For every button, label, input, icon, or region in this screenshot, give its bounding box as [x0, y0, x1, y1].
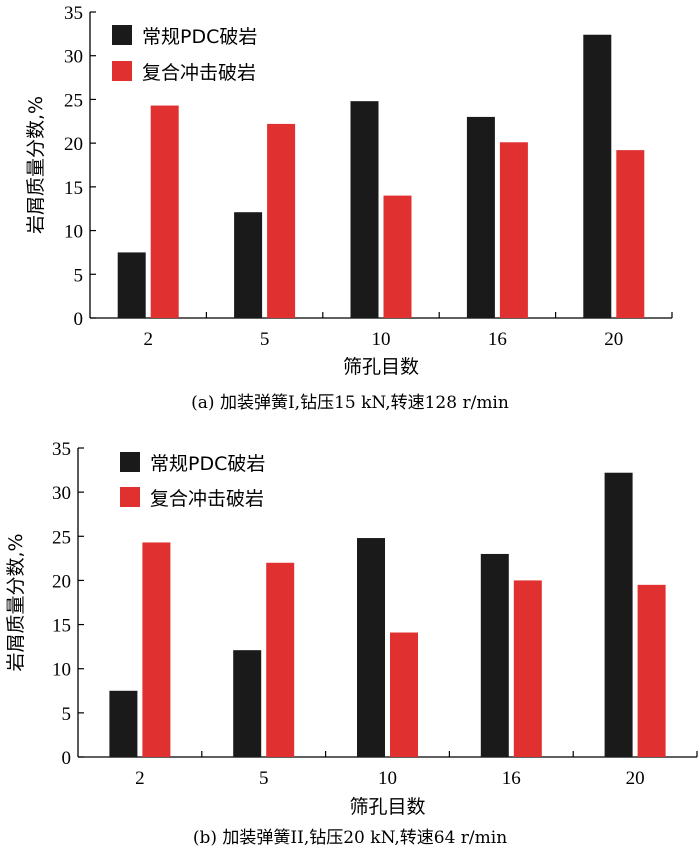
y-tick-label: 20 [52, 571, 71, 592]
x-axis-label: 筛孔目数 [343, 356, 419, 378]
bar-composite-16 [499, 142, 528, 318]
bar-composite-2 [142, 542, 171, 757]
bar-composite-20 [637, 584, 666, 757]
y-tick-label: 5 [74, 265, 84, 286]
bar-composite-20 [616, 150, 645, 318]
y-tick-label: 10 [52, 660, 71, 681]
legend-label: 常规PDC破岩 [150, 453, 265, 475]
bar-composite-5 [266, 562, 295, 757]
y-tick-label: 25 [64, 90, 83, 111]
bar-composite-10 [383, 195, 412, 318]
y-axis-label: 岩屑质量分数,% [25, 96, 47, 234]
bar-composite-5 [267, 123, 296, 318]
y-tick-label: 15 [64, 178, 83, 199]
legend-swatch-composite [120, 487, 140, 507]
bar-pdc-20 [604, 472, 633, 757]
y-tick-label: 35 [64, 3, 83, 24]
x-tick-label: 2 [143, 329, 153, 350]
legend-label: 复合冲击破岩 [150, 488, 264, 510]
bar-pdc-16 [480, 553, 509, 757]
y-tick-label: 20 [64, 134, 83, 155]
bar-pdc-5 [234, 212, 263, 318]
y-axis-label: 岩屑质量分数,% [5, 533, 27, 671]
x-tick-label: 20 [604, 329, 623, 350]
bar-pdc-2 [109, 690, 138, 757]
x-tick-label: 2 [135, 768, 145, 789]
figure-caption: (b) 加装弹簧II,钻压20 kN,转速64 r/min [193, 828, 507, 848]
x-tick-label: 5 [260, 329, 270, 350]
y-tick-label: 0 [62, 748, 72, 769]
bar-pdc-20 [583, 34, 612, 318]
y-tick-label: 15 [52, 616, 71, 637]
bar-composite-10 [390, 632, 418, 757]
legend-swatch-pdc [112, 25, 132, 45]
x-tick-label: 10 [378, 768, 397, 789]
figure-caption: (a) 加装弹簧I,钻压15 kN,转速128 r/min [191, 393, 509, 413]
y-tick-label: 10 [64, 222, 83, 243]
legend-swatch-composite [112, 61, 132, 81]
y-tick-label: 25 [52, 527, 71, 548]
x-tick-label: 20 [626, 768, 645, 789]
bar-composite-2 [150, 105, 179, 318]
bar-composite-16 [513, 580, 542, 757]
bar-pdc-16 [466, 116, 495, 319]
legend-label: 复合冲击破岩 [142, 62, 256, 84]
y-tick-label: 35 [52, 439, 71, 460]
x-tick-label: 10 [372, 329, 391, 350]
x-tick-label: 5 [259, 768, 269, 789]
x-axis-label: 筛孔目数 [349, 796, 425, 818]
bar-pdc-5 [233, 650, 262, 757]
bar-pdc-10 [357, 538, 385, 757]
bar-pdc-2 [117, 252, 146, 318]
x-tick-label: 16 [488, 329, 507, 350]
x-tick-label: 16 [502, 768, 521, 789]
legend-label: 常规PDC破岩 [142, 26, 257, 48]
y-tick-label: 30 [52, 483, 71, 504]
y-tick-label: 0 [74, 309, 84, 330]
bar-pdc-10 [350, 101, 379, 318]
y-tick-label: 5 [62, 704, 72, 725]
legend-swatch-pdc [120, 452, 140, 472]
y-tick-label: 30 [64, 47, 83, 68]
